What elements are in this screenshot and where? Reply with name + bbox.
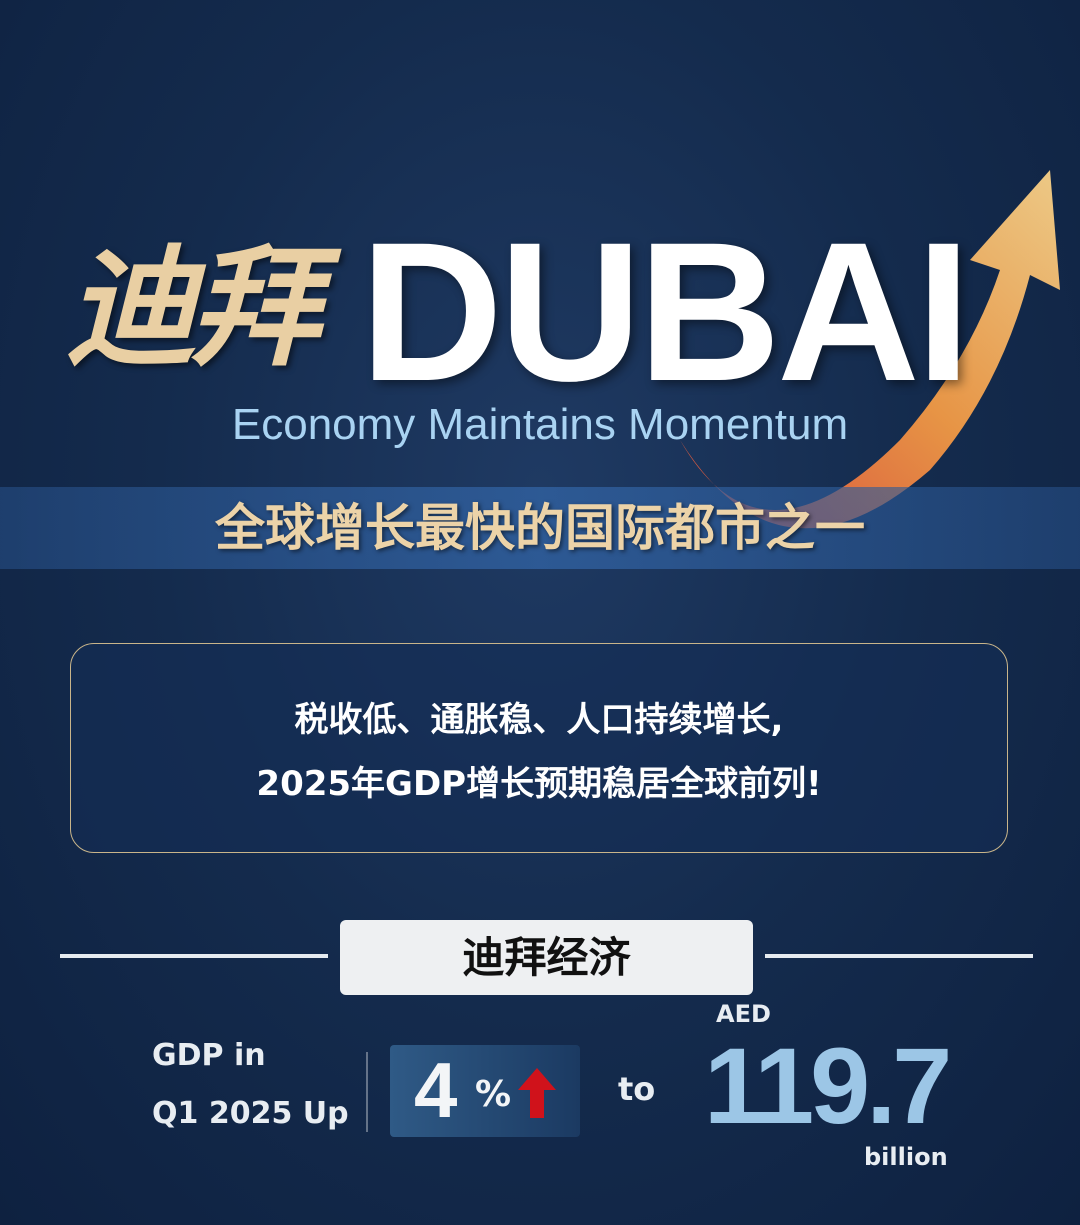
section-title: 迪拜经济 <box>340 920 753 995</box>
info-line-1: 税收低、通胀稳、人口持续增长, <box>294 700 784 740</box>
banner-text: 全球增长最快的国际都市之一 <box>215 499 865 557</box>
divider-right <box>765 954 1033 958</box>
up-arrow-icon <box>518 1068 556 1122</box>
growth-value: 4 <box>414 1046 458 1134</box>
banner-band <box>0 487 1080 569</box>
divider-left <box>60 954 328 958</box>
gdp-label-line-1: GDP in <box>152 1038 266 1073</box>
growth-unit: % <box>475 1074 512 1115</box>
currency-label: AED <box>716 1000 771 1028</box>
to-label: to <box>618 1070 656 1108</box>
info-line-2: 2025年GDP增长预期稳居全球前列! <box>256 764 822 804</box>
info-box: 税收低、通胀稳、人口持续增长, 2025年GDP增长预期稳居全球前列! <box>70 643 1008 853</box>
vertical-divider <box>366 1052 368 1132</box>
subtitle: Economy Maintains Momentum <box>231 400 849 449</box>
title-english: DUBAI <box>360 201 971 422</box>
growth-box <box>390 1045 580 1137</box>
gdp-value: 119.7 <box>704 1025 952 1146</box>
gdp-label-line-2: Q1 2025 Up <box>152 1096 349 1131</box>
growth-arrow-graphic <box>640 160 1080 564</box>
gdp-unit: billion <box>864 1143 948 1171</box>
title-chinese: 迪拜 <box>66 231 320 384</box>
